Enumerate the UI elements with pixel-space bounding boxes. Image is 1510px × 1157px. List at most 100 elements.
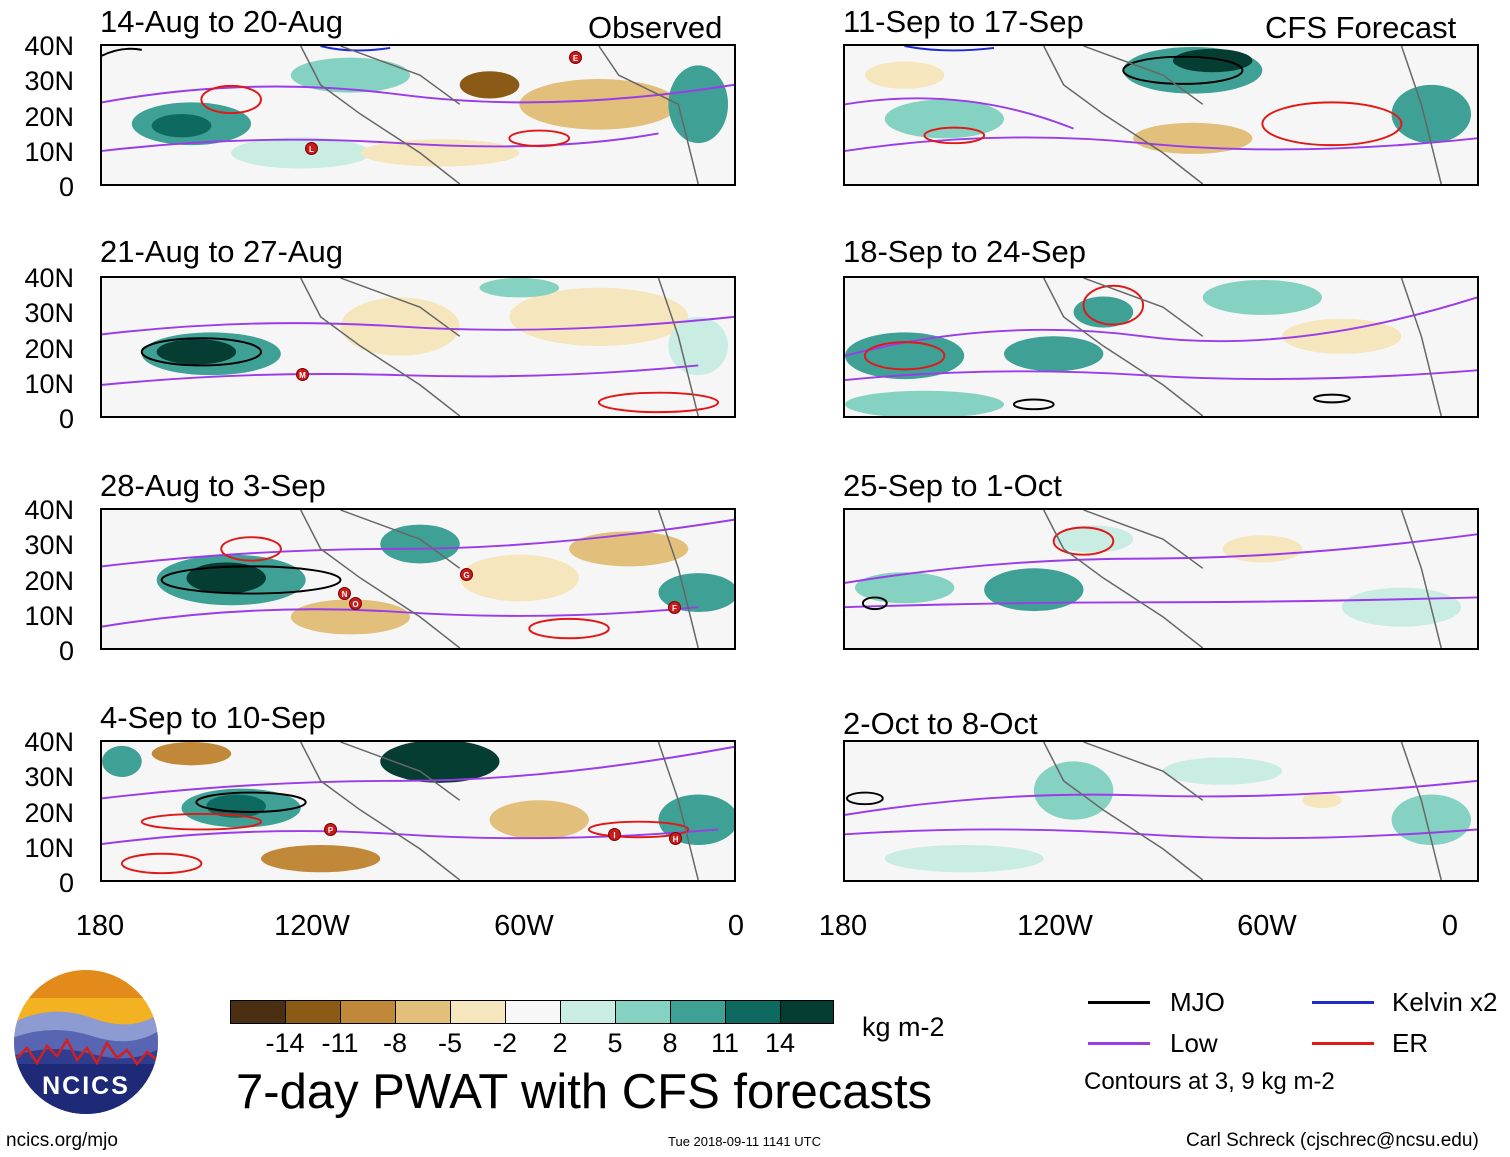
lat-label: 30N xyxy=(24,298,74,328)
colorbar-swatch xyxy=(725,1000,781,1024)
colorbar-label: 14 xyxy=(764,1028,796,1058)
colorbar-label: -8 xyxy=(382,1028,407,1058)
lon-label: 0 xyxy=(1441,910,1459,942)
map-panel-fcst-1 xyxy=(843,44,1479,186)
pwat-anomaly-field xyxy=(845,278,1477,416)
pwat-anomaly-field xyxy=(845,46,1477,184)
colorbar-swatch xyxy=(450,1000,506,1024)
footer-timestamp: Tue 2018-09-11 1141 UTC xyxy=(668,1134,821,1149)
colorbar-label: -5 xyxy=(437,1028,462,1058)
map-panel-fcst-4 xyxy=(843,740,1479,882)
map-panel-fcst-3 xyxy=(843,508,1479,650)
colorbar-label: -11 xyxy=(321,1028,359,1058)
lat-label: 10N xyxy=(24,601,74,631)
legend-line-kelvin xyxy=(1312,1001,1374,1004)
colorbar-label: 8 xyxy=(662,1028,678,1058)
storm-marker-o: O xyxy=(349,597,362,610)
colorbar-label: 5 xyxy=(607,1028,623,1058)
ncics-logo: NCICS xyxy=(12,968,160,1116)
storm-marker-n: N xyxy=(338,587,351,600)
map-panel-fcst-2 xyxy=(843,276,1479,418)
colorbar-label: 2 xyxy=(552,1028,568,1058)
lat-label: 10N xyxy=(24,369,74,399)
lat-label: 0 xyxy=(58,404,74,434)
pwat-anomaly-field xyxy=(845,510,1477,648)
legend-label-kelvin: Kelvin x2 xyxy=(1392,987,1498,1017)
lat-label: 40N xyxy=(24,727,74,757)
panel-title-6: 18-Sep to 24-Sep xyxy=(843,234,1087,269)
panel-title-5: 11-Sep to 17-Sep xyxy=(843,4,1084,39)
map-panel-obs-4: P I H xyxy=(100,740,736,882)
colorbar-swatch xyxy=(670,1000,726,1024)
lat-label: 10N xyxy=(24,833,74,863)
panel-title-7: 25-Sep to 1-Oct xyxy=(843,468,1062,503)
lon-label: 60W xyxy=(1237,910,1297,942)
storm-marker-m: M xyxy=(296,368,309,381)
ncics-logo-graphic xyxy=(14,970,158,1114)
lat-label: 30N xyxy=(24,530,74,560)
storm-marker-g: G xyxy=(460,568,473,581)
lat-label: 30N xyxy=(24,762,74,792)
lat-label: 20N xyxy=(24,334,74,364)
map-panel-obs-3: N O G F xyxy=(100,508,736,650)
pwat-anomaly-field xyxy=(845,742,1477,880)
lon-label: 180 xyxy=(818,910,868,942)
lon-label: 180 xyxy=(75,910,125,942)
panel-title-1: 14-Aug to 20-Aug xyxy=(100,4,344,39)
colorbar-swatch xyxy=(230,1000,286,1024)
panel-title-8: 2-Oct to 8-Oct xyxy=(843,706,1038,741)
legend-contours-note: Contours at 3, 9 kg m-2 xyxy=(1084,1068,1335,1095)
lat-label: 20N xyxy=(24,102,74,132)
storm-marker-l: L xyxy=(305,142,318,155)
lon-label: 60W xyxy=(494,910,554,942)
colorbar-swatch xyxy=(560,1000,616,1024)
legend-line-er xyxy=(1312,1042,1374,1045)
legend-label-er: ER xyxy=(1392,1028,1429,1058)
lat-label: 30N xyxy=(24,66,74,96)
storm-marker-h: H xyxy=(669,832,682,845)
colorbar-swatch xyxy=(505,1000,561,1024)
lat-label: 0 xyxy=(58,172,74,202)
lat-label: 0 xyxy=(58,636,74,666)
colorbar-label: -14 xyxy=(265,1028,305,1058)
storm-marker-i: I xyxy=(608,828,621,841)
map-panel-obs-2: M xyxy=(100,276,736,418)
storm-marker-e: E xyxy=(569,51,582,64)
footer-author: Carl Schreck (cjschrec@ncsu.edu) xyxy=(1186,1130,1479,1151)
lon-label: 120W xyxy=(1017,910,1093,942)
lat-label: 20N xyxy=(24,798,74,828)
colorbar-swatch xyxy=(395,1000,451,1024)
main-title: 7-day PWAT with CFS forecasts xyxy=(236,1065,933,1119)
lon-label: 120W xyxy=(274,910,350,942)
footer-website[interactable]: ncics.org/mjo xyxy=(6,1130,118,1151)
lat-label: 40N xyxy=(24,495,74,525)
colorbar-swatch xyxy=(615,1000,671,1024)
colorbar-swatch xyxy=(780,1000,834,1024)
colorbar-label: -2 xyxy=(492,1028,517,1058)
colorbar-swatch xyxy=(340,1000,396,1024)
lat-label: 20N xyxy=(24,566,74,596)
lat-label: 0 xyxy=(58,868,74,898)
colorbar-swatch xyxy=(285,1000,341,1024)
panel-title-4: 4-Sep to 10-Sep xyxy=(100,700,326,735)
colorbar-units: kg m-2 xyxy=(862,1012,945,1042)
legend-label-mjo: MJO xyxy=(1170,987,1225,1017)
legend-line-low xyxy=(1088,1042,1150,1045)
panel-title-3: 28-Aug to 3-Sep xyxy=(100,468,326,503)
panel-title-2: 21-Aug to 27-Aug xyxy=(100,234,344,269)
lon-label: 0 xyxy=(727,910,745,942)
lat-label: 40N xyxy=(24,31,74,61)
ncics-logo-text: NCICS xyxy=(42,1072,130,1100)
lat-label: 40N xyxy=(24,263,74,293)
pwat-anomaly-field xyxy=(102,278,734,416)
panel-tag-observed: Observed xyxy=(588,10,723,45)
pwat-anomaly-field xyxy=(102,46,734,184)
pwat-anomaly-field xyxy=(102,510,734,648)
colorbar-label: 11 xyxy=(710,1028,740,1058)
legend-line-mjo xyxy=(1088,1001,1150,1004)
storm-marker-p: P xyxy=(324,823,337,836)
storm-marker-f: F xyxy=(668,601,681,614)
pwat-anomaly-field xyxy=(102,742,734,880)
legend-label-low: Low xyxy=(1170,1028,1218,1058)
panel-tag-forecast: CFS Forecast xyxy=(1265,10,1457,45)
